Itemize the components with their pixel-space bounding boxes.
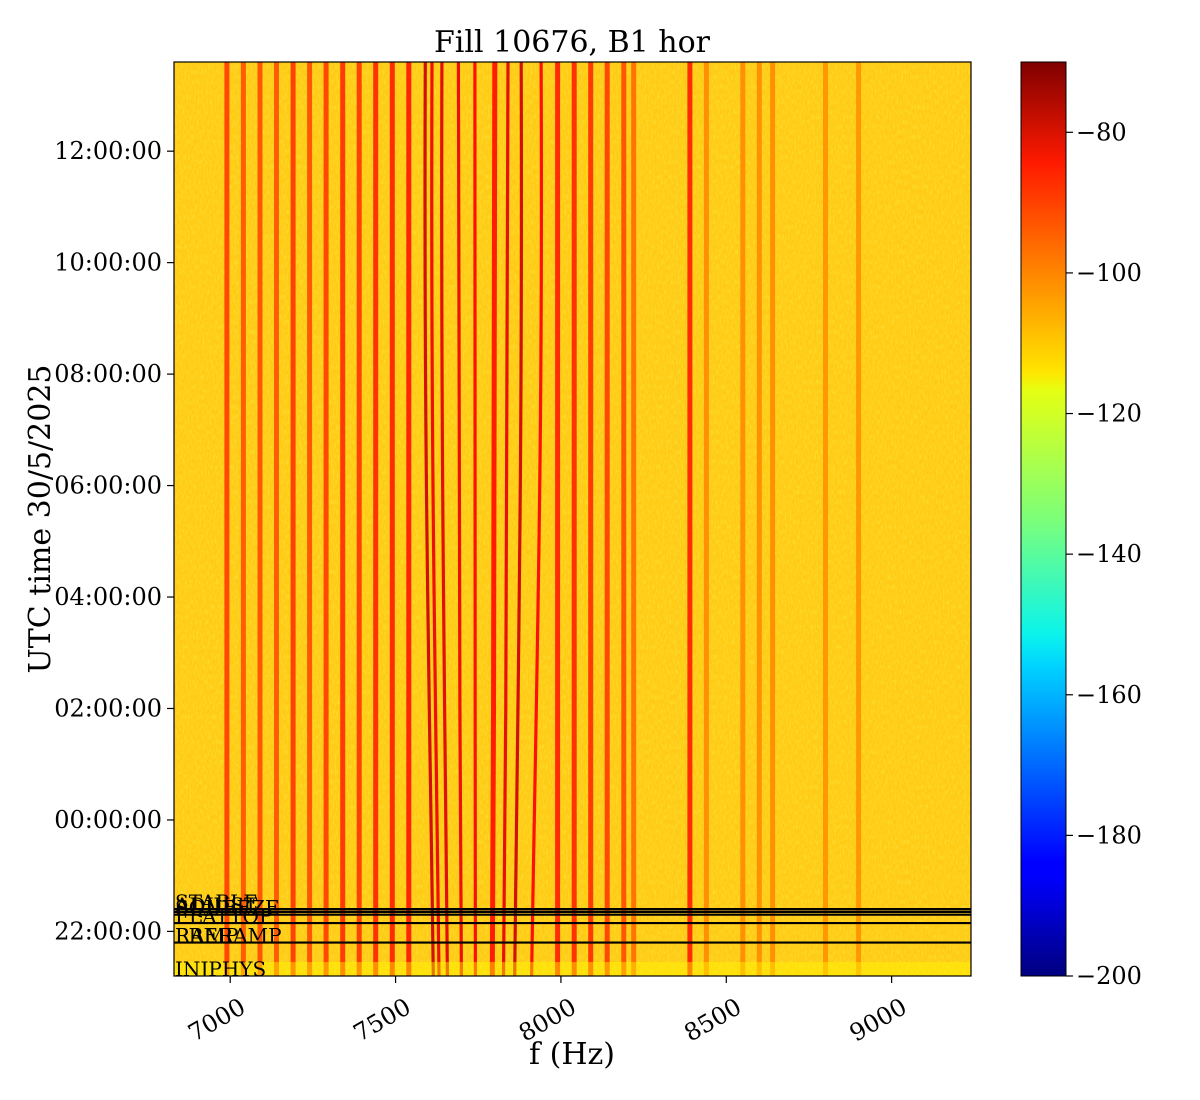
spectral-line xyxy=(456,62,463,976)
spectral-line xyxy=(489,62,498,976)
x-tick-label: 7000 xyxy=(183,993,250,1048)
beam-mode-label: SQUEEZE xyxy=(175,896,280,920)
colorbar xyxy=(1020,61,1067,977)
colorbar-tick-label: −80 xyxy=(1076,118,1127,146)
x-tick-label: 7500 xyxy=(349,993,416,1048)
y-tick-label: 00:00:00 xyxy=(54,806,162,834)
colorbar-tick-label: −120 xyxy=(1076,400,1142,428)
spectral-line xyxy=(430,62,441,976)
beam-mode-label: RAMP xyxy=(175,924,238,948)
beam-mode-markers: INJPHYSPRERAMPRAMPFLATTOPSQUEEZEADJUSTST… xyxy=(174,890,971,981)
chart-title: Fill 10676, B1 hor xyxy=(434,25,711,60)
low-power-band xyxy=(174,962,971,976)
spectral-line xyxy=(440,62,449,976)
x-axis-label: f (Hz) xyxy=(529,1037,615,1072)
beam-mode-label: PRERAMP xyxy=(175,924,282,948)
x-tick-label: 9000 xyxy=(845,993,912,1048)
beam-mode-label: ADJUST xyxy=(174,893,258,917)
y-axis-label: UTC time 30/5/2025 xyxy=(23,365,58,674)
beam-mode-label: STABLE xyxy=(175,890,258,914)
plot-frame xyxy=(173,61,972,977)
spectral-line xyxy=(501,62,510,976)
spectral-line xyxy=(423,62,435,976)
plot-area: INJPHYSPRERAMPRAMPFLATTOPSQUEEZEADJUSTST… xyxy=(174,62,971,981)
colorbar-tick-label: −140 xyxy=(1076,540,1142,568)
y-tick-label: 08:00:00 xyxy=(54,360,162,388)
y-tick-label: 04:00:00 xyxy=(54,583,162,611)
spectral-line xyxy=(513,62,524,976)
y-tick-label: 02:00:00 xyxy=(54,694,162,722)
spectral-line xyxy=(473,62,477,976)
beam-mode-label: INJPHYS xyxy=(175,957,266,981)
spectral-lines xyxy=(174,62,971,976)
colorbar-tick-label: −100 xyxy=(1076,259,1142,287)
colorbar-tick-label: −180 xyxy=(1076,821,1142,849)
spectral-line xyxy=(530,62,544,976)
y-tick-label: 10:00:00 xyxy=(54,249,162,277)
colorbar-ticks: −80 −100 −120 −140 −160 −180 −200 xyxy=(1066,118,1142,990)
y-tick-label: 22:00:00 xyxy=(54,917,162,945)
x-tick-label: 8500 xyxy=(679,993,746,1048)
y-axis-ticks: 22:00:00 00:00:00 02:00:00 04:00:00 06:00:00… xyxy=(54,137,174,945)
colorbar-tick-label: −200 xyxy=(1076,962,1142,990)
y-tick-label: 12:00:00 xyxy=(54,137,162,165)
y-tick-label: 06:00:00 xyxy=(54,472,162,500)
colorbar-tick-label: −160 xyxy=(1076,681,1142,709)
